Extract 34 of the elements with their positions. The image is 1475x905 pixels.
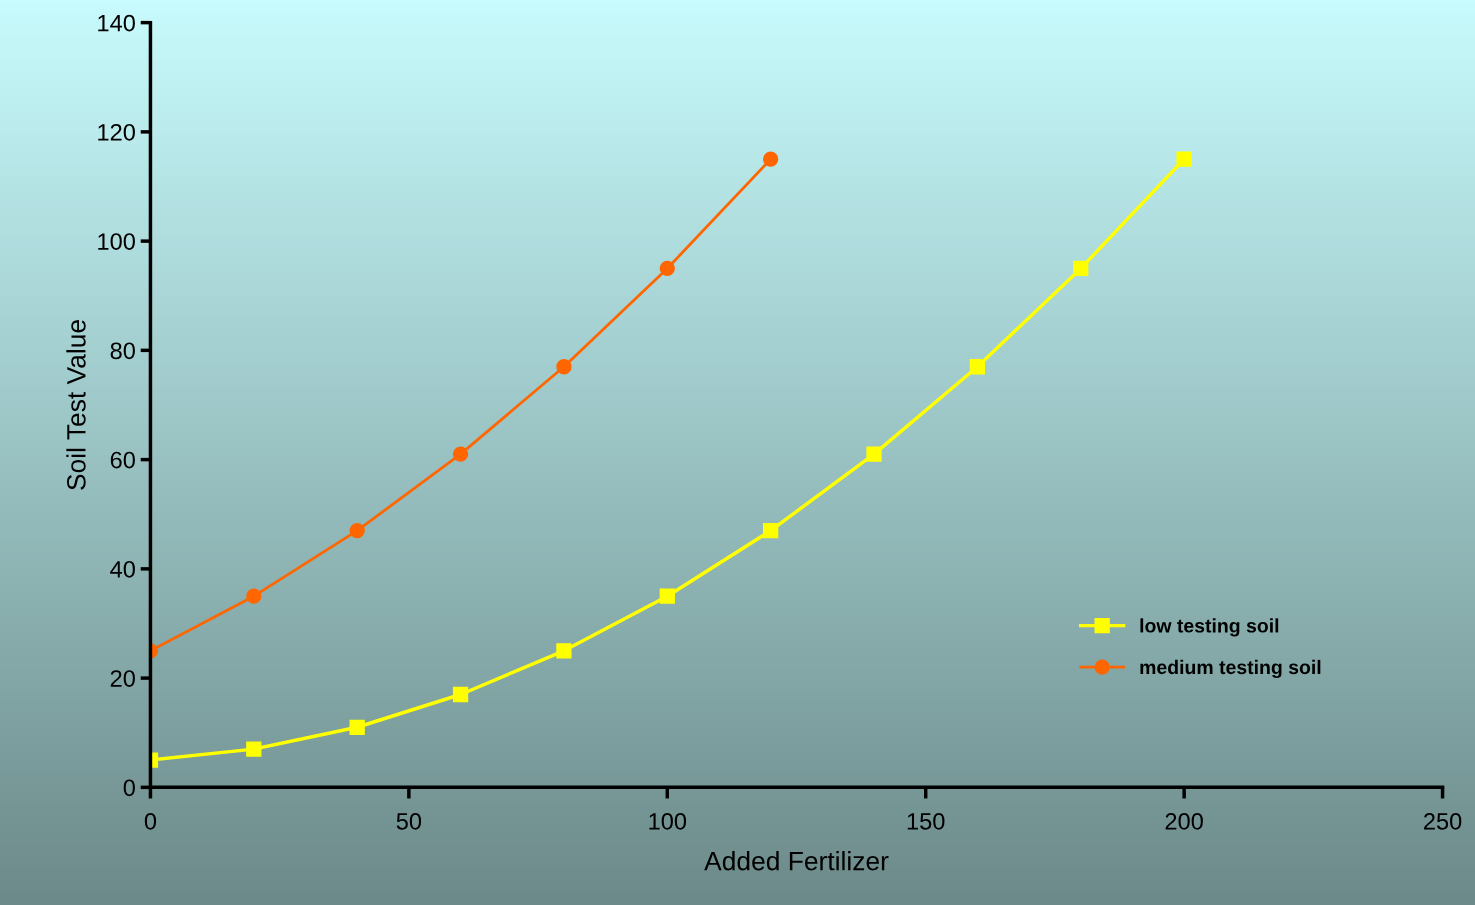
y-tick-label: 80	[110, 342, 135, 360]
point	[763, 522, 779, 539]
point	[246, 741, 262, 757]
point	[659, 260, 675, 277]
y-axis-title: Soil Test Value	[66, 320, 86, 490]
x-tick-label: 50	[396, 812, 422, 830]
y-tick-label: 0	[123, 779, 135, 797]
y-tick-label: 20	[110, 670, 135, 687]
point	[1073, 260, 1089, 277]
point	[763, 151, 779, 167]
x-tick-label: 200	[1165, 812, 1203, 830]
point	[1176, 151, 1192, 167]
x-axis-title: Added Fertilizer	[704, 851, 889, 871]
point	[349, 719, 365, 735]
point	[969, 359, 986, 375]
point	[556, 359, 572, 375]
point	[246, 588, 262, 604]
legend-label: low testing soil	[1140, 618, 1279, 637]
y-tick-label: 120	[98, 123, 135, 141]
point	[452, 686, 469, 703]
point	[866, 446, 882, 462]
x-tick-label: 250	[1424, 812, 1462, 830]
point	[556, 643, 572, 659]
x-tick-label: 0	[144, 812, 157, 830]
point	[659, 588, 675, 604]
y-tick-label: 40	[110, 560, 135, 578]
point	[452, 446, 469, 462]
y-tick-label: 60	[110, 451, 135, 469]
x-tick-label: 150	[907, 812, 945, 830]
x-tick-label: 100	[649, 812, 687, 830]
y-tick-label: 140	[98, 14, 135, 32]
point	[349, 522, 365, 539]
y-tick-label: 100	[98, 233, 135, 250]
legend-label: medium testing soil	[1140, 659, 1321, 679]
